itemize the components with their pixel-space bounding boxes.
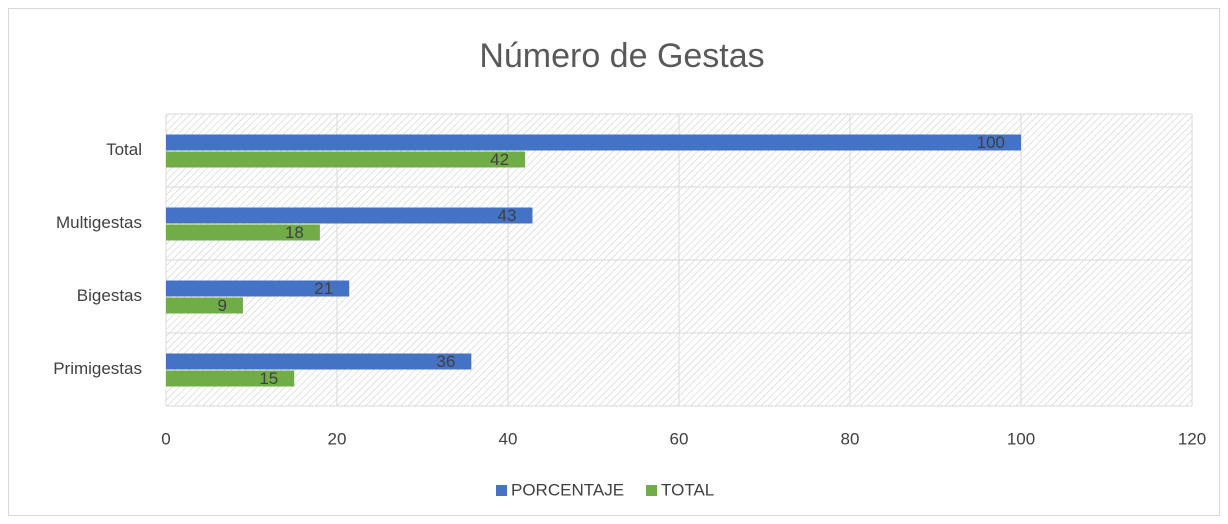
- data-label: 15: [259, 369, 278, 388]
- data-label: 21: [314, 279, 333, 298]
- chart-title: Número de Gestas: [479, 37, 764, 75]
- bar: [166, 151, 526, 168]
- y-tick-label: Primigestas: [53, 359, 142, 378]
- x-tick-label: 80: [841, 429, 860, 448]
- y-tick-label: Multigestas: [56, 213, 142, 232]
- x-tick-label: 0: [161, 429, 170, 448]
- bar: [166, 134, 1021, 151]
- legend-label: TOTAL: [661, 480, 714, 499]
- data-label: 9: [217, 296, 226, 315]
- bar: [166, 370, 295, 387]
- x-tick-label: 100: [1007, 429, 1035, 448]
- y-tick-label: Bigestas: [77, 286, 142, 305]
- legend-label: PORCENTAJE: [511, 480, 624, 499]
- data-label: 43: [498, 206, 517, 225]
- data-label: 36: [436, 352, 455, 371]
- bar: [166, 224, 320, 241]
- bar: [166, 297, 243, 314]
- bar: [166, 353, 472, 370]
- x-tick-label: 60: [670, 429, 689, 448]
- data-label: 18: [285, 223, 304, 242]
- x-tick-label: 20: [328, 429, 347, 448]
- legend-swatch: [646, 485, 658, 496]
- bar: [166, 207, 533, 224]
- x-tick-label: 40: [499, 429, 518, 448]
- bar: [166, 280, 350, 297]
- y-tick-label: Total: [106, 140, 142, 159]
- data-label: 42: [490, 150, 509, 169]
- legend-swatch: [496, 485, 507, 496]
- data-label: 100: [977, 133, 1005, 152]
- x-tick-label: 120: [1178, 429, 1206, 448]
